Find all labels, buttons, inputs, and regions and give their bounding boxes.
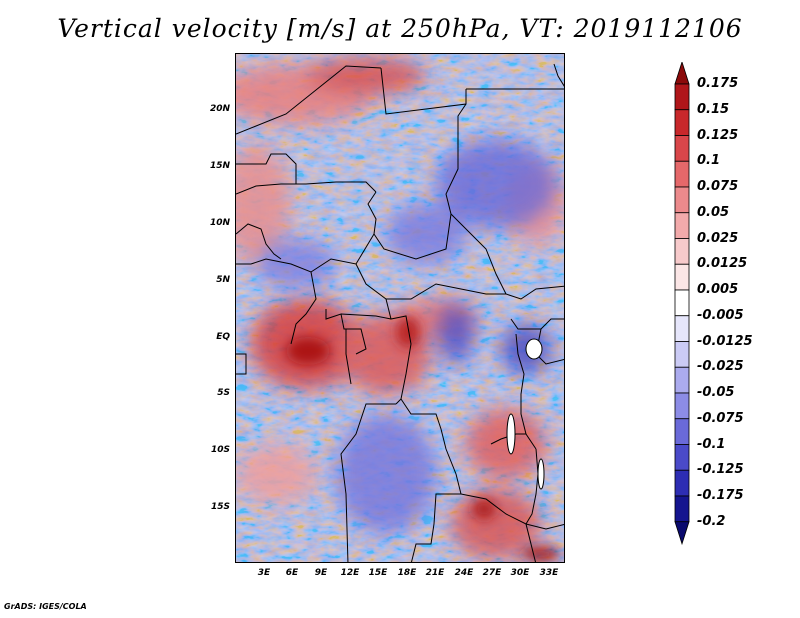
lon-label-15e: 15E	[368, 568, 388, 578]
colorbar-tick-label: 0.05	[697, 204, 730, 220]
colorbar-tick-label: -0.005	[697, 307, 744, 323]
lon-label-30e: 30E	[510, 568, 530, 578]
colorbar-swatch	[674, 392, 690, 420]
colorbar-swatch	[674, 135, 690, 162]
colorbar-tick-label: -0.1	[697, 436, 726, 452]
vertical-velocity-field	[236, 54, 564, 562]
strong-updraft-cores	[286, 316, 561, 562]
colorbar-swatch	[674, 83, 690, 111]
colorbar-tick-label: -0.075	[697, 410, 744, 426]
lat-label-5n: 5N	[216, 275, 230, 285]
colorbar-tick-label: 0.15	[697, 101, 730, 117]
colorbar-tick-label: -0.0125	[697, 333, 753, 349]
lon-label-18e: 18E	[397, 568, 417, 578]
colorbar-tick-label: -0.025	[697, 359, 744, 375]
colorbar-swatch	[674, 289, 690, 317]
colorbar-min-arrow	[674, 521, 690, 546]
downdraft-regions	[256, 139, 556, 534]
colorbar-tick-label: 0.175	[697, 76, 739, 91]
colorbar-swatch	[674, 160, 690, 188]
lat-label-15n: 15N	[209, 161, 230, 171]
lat-label-10s: 10S	[210, 445, 230, 455]
colorbar-tick-label: 0.125	[697, 127, 739, 143]
colorbar-swatch	[674, 186, 690, 214]
lakes	[506, 338, 545, 490]
colorbar-swatch	[674, 263, 690, 291]
colorbar-tick-label: -0.175	[697, 488, 744, 503]
colorbar-tick-label: 0.075	[697, 179, 739, 194]
colorbar-max-arrow	[674, 62, 690, 85]
lat-label-eq: EQ	[216, 332, 230, 342]
colorbar-tick-label: -0.125	[697, 462, 744, 478]
country-boundaries	[236, 63, 564, 562]
lon-label-24e: 24E	[454, 568, 474, 578]
colorbar-swatch	[674, 109, 690, 136]
colorbar-swatch	[674, 444, 690, 471]
lon-label-9e: 9E	[314, 568, 328, 578]
colorbar	[674, 62, 690, 546]
map-title: Vertical velocity [m/s] at 250hPa, VT: 2…	[57, 14, 743, 43]
colorbar-swatch	[674, 469, 690, 497]
colorbar-tick-label: 0.025	[697, 230, 739, 246]
colorbar-swatch	[674, 495, 690, 523]
colorbar-tick-label: -0.2	[697, 513, 726, 529]
colorbar-swatch	[674, 238, 690, 265]
colorbar-tick-label: 0.005	[697, 282, 739, 297]
lon-label-3e: 3E	[257, 568, 271, 578]
map-panel	[235, 53, 565, 563]
lon-label-33e: 33E	[539, 568, 559, 578]
lat-label-5s: 5S	[217, 388, 230, 398]
lon-label-27e: 27E	[482, 568, 502, 578]
lon-label-21e: 21E	[425, 568, 445, 578]
colorbar-tick-label: 0.1	[697, 153, 721, 169]
lat-label-15s: 15S	[210, 502, 230, 512]
colorbar-swatch	[674, 366, 690, 394]
lon-label-6e: 6E	[285, 568, 299, 578]
footer-credit: GrADS: IGES/COLA	[4, 602, 87, 611]
colorbar-tick-label: 0.0125	[697, 256, 748, 272]
lat-label-10n: 10N	[209, 218, 230, 228]
colorbar-swatch	[674, 315, 690, 342]
colorbar-tick-label: -0.05	[697, 385, 735, 400]
colorbar-swatch	[674, 212, 690, 239]
colorbar-swatch	[674, 341, 690, 368]
colorbar-swatch	[674, 418, 690, 445]
lon-label-12e: 12E	[340, 568, 360, 578]
lat-label-20n: 20N	[209, 104, 230, 114]
